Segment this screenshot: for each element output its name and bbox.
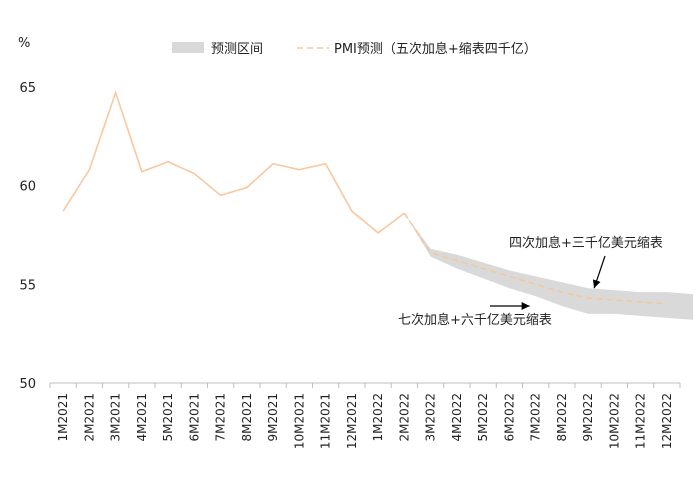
y-tick-label: 50 [19,377,36,392]
forecast-band-layer [404,213,694,320]
x-tick-label: 2M2022 [397,393,411,442]
x-tick-label: 2M2021 [82,393,96,442]
x-tick-label: 12M2022 [660,393,674,449]
x-tick-label: 8M2021 [240,393,254,442]
x-tick-label: 1M2022 [371,393,385,442]
x-tick-label: 7M2022 [529,393,543,442]
x-tick-label: 8M2022 [555,393,569,442]
y-tick-label: 55 [19,278,36,293]
legend: 预测区间 PMI预测（五次加息+缩表四千亿） [172,41,537,57]
x-tick-label: 6M2022 [502,393,516,442]
x-tick-label: 12M2021 [345,393,359,449]
x-tick-label: 7M2021 [214,393,228,442]
x-tick-label: 4M2022 [450,393,464,442]
x-tick-label: 10M2022 [607,393,621,449]
legend-forecast-label: PMI预测（五次加息+缩表四千亿） [334,41,537,57]
legend-band-swatch [172,42,204,53]
annotation-upper-arrow-head [592,279,601,289]
series-layer [62,90,667,305]
x-tick-label: 1M2021 [56,393,70,442]
pmi-actual-line [62,90,405,234]
annotation-lower-text: 七次加息+六千亿美元缩表 [398,312,552,328]
x-tick-label: 9M2021 [266,393,280,442]
legend-band-label: 预测区间 [211,42,263,57]
x-tick-label: 5M2022 [476,393,490,442]
x-tick-label: 3M2021 [109,393,123,442]
x-tick-label: 6M2021 [187,393,201,442]
forecast-band [404,213,694,320]
y-tick-label: 65 [19,81,36,96]
x-tick-label: 5M2021 [161,393,175,442]
x-tick-label: 11M2021 [319,393,333,449]
x-tick-label: 4M2021 [135,393,149,442]
pmi-forecast-line [403,212,667,305]
y-unit-label: % [18,36,30,51]
annotation-lower-arrow-head [521,302,530,310]
axes: 1M2021 2M2021 3M2021 4M2021 5M2021 6M2021 7M20… [18,36,681,449]
x-tick-label: 9M2022 [581,393,595,442]
annotation-upper-text: 四次加息+三千亿美元缩表 [509,235,663,251]
x-tick-label: 3M2022 [424,393,438,442]
x-tick-label: 11M2022 [634,393,648,449]
x-tick-label: 10M2021 [292,393,306,449]
y-tick-label: 60 [19,180,36,195]
